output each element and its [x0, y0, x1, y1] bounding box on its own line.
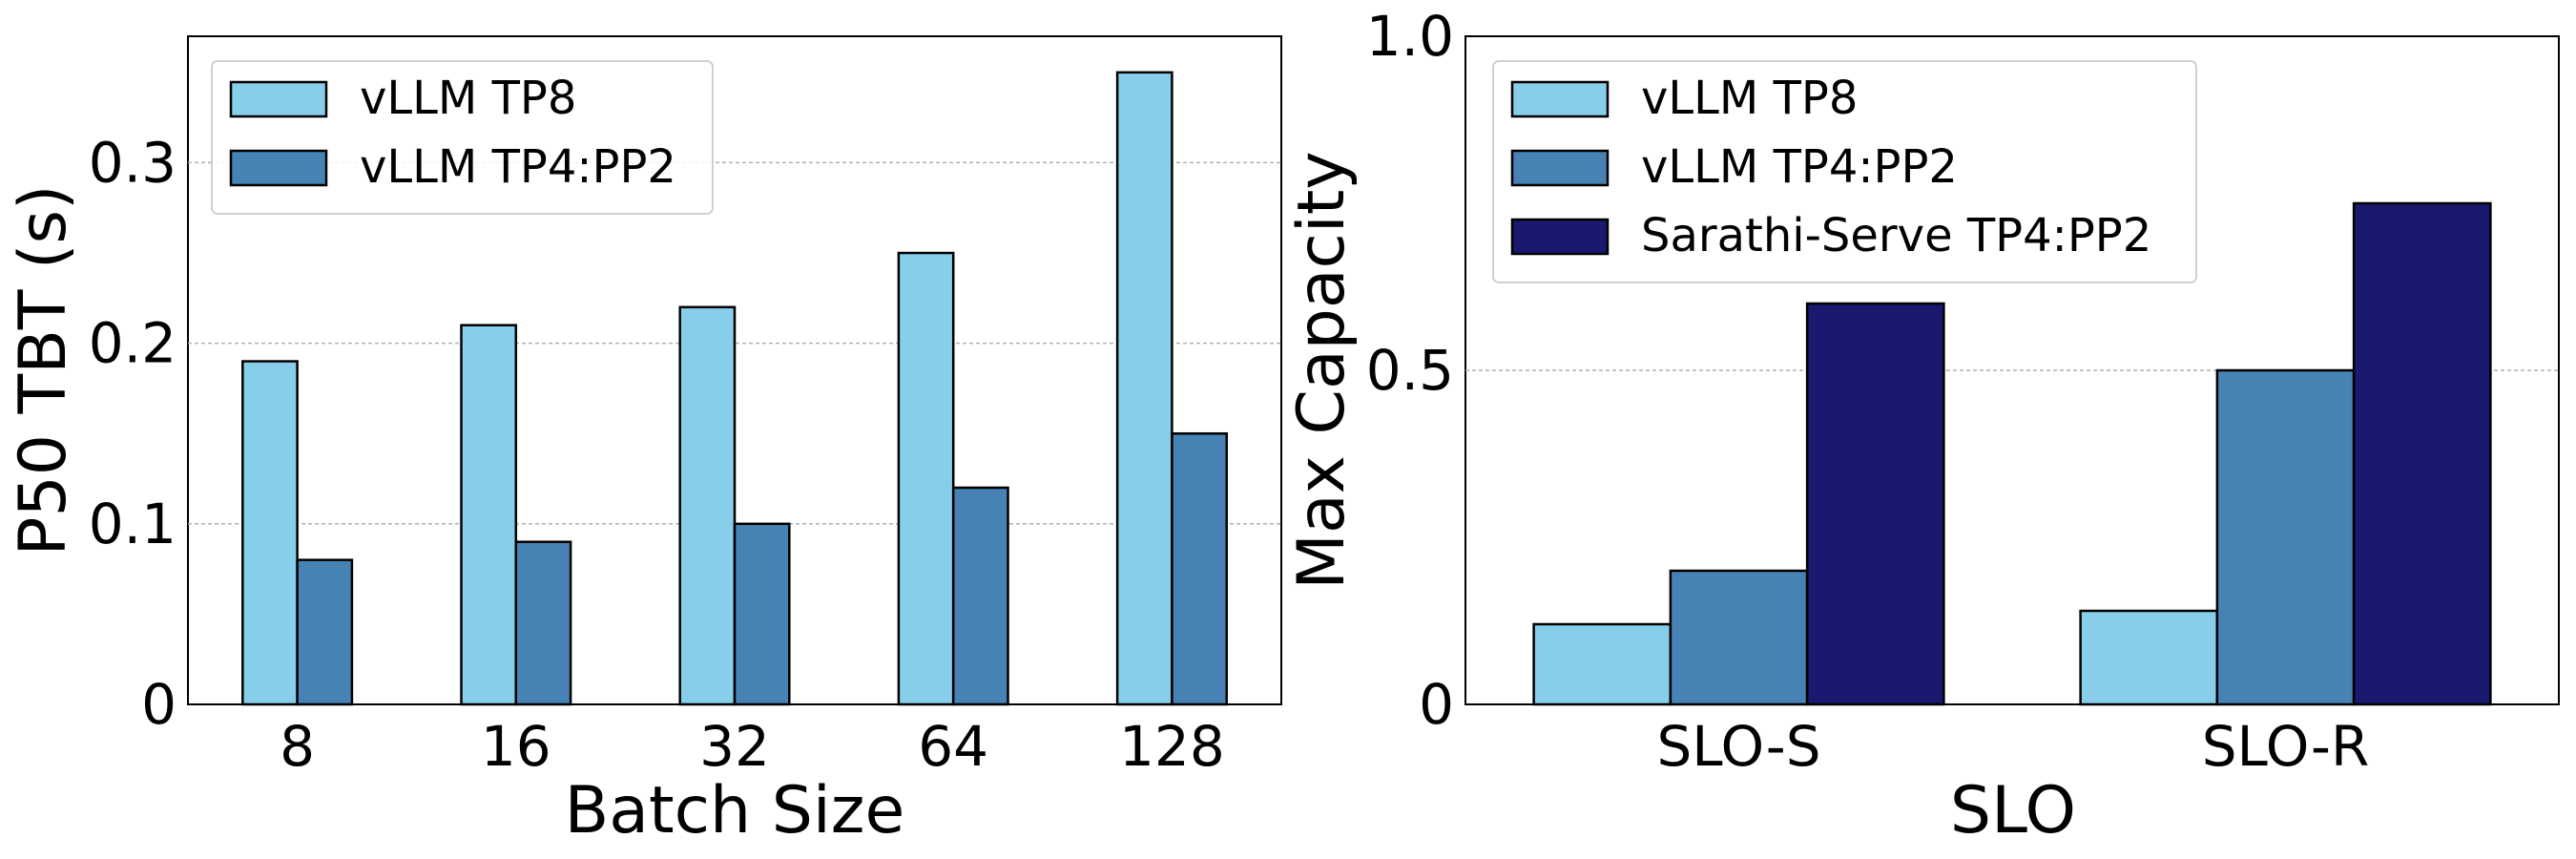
- legend-swatch: [1510, 149, 1610, 187]
- legend-label: vLLM TP4:PP2: [360, 140, 676, 194]
- bar: [678, 305, 737, 706]
- bars: [241, 71, 1228, 706]
- chart-max-capacity: 0 0.5 1.0 SLO-S SLO-R SLO Max Capacity vLLM…: [1284, 4, 2560, 849]
- bar: [296, 558, 354, 706]
- y-tick-label: 1.0: [1366, 4, 1454, 69]
- bar: [460, 324, 518, 706]
- x-tick-label: SLO-R: [2202, 714, 2370, 779]
- bar: [2215, 368, 2356, 706]
- y-tick-label: 0.1: [89, 492, 177, 556]
- bar: [733, 522, 791, 706]
- x-tick-labels: SLO-S SLO-R: [1656, 714, 2369, 779]
- x-tick-label: 32: [699, 714, 770, 779]
- bar: [514, 540, 572, 706]
- y-tick-labels: 0 0.1 0.2 0.3: [89, 130, 177, 737]
- legend-box: [211, 60, 714, 215]
- bar: [1171, 431, 1228, 706]
- legend: vLLM TP8 vLLM TP4:PP2: [211, 60, 714, 215]
- bar: [1532, 622, 1672, 706]
- y-tick-label: 0.5: [1366, 338, 1454, 403]
- legend-swatch: [1510, 218, 1610, 256]
- bar: [1115, 71, 1174, 706]
- y-axis-label: Max Capacity: [1284, 151, 1360, 589]
- x-tick-label: SLO-S: [1656, 714, 1820, 779]
- bars: [1532, 201, 2492, 706]
- x-tick-label: 8: [280, 714, 315, 779]
- bar: [1805, 302, 1945, 706]
- legend: vLLM TP8 vLLM TP4:PP2 Sarathi-Serve TP4:PP…: [1492, 60, 2197, 283]
- x-tick-label: 64: [918, 714, 988, 779]
- x-axis-label: Batch Size: [565, 773, 905, 849]
- x-tick-labels: 8 16 32 64 128: [280, 714, 1225, 779]
- y-tick-label: 0: [141, 672, 177, 737]
- y-tick-label: 0.3: [89, 130, 177, 195]
- bar: [241, 360, 299, 706]
- bar: [897, 251, 955, 706]
- legend-label: vLLM TP8: [1641, 72, 1858, 125]
- legend-label: Sarathi-Serve TP4:PP2: [1641, 209, 2151, 262]
- legend-label: vLLM TP4:PP2: [1641, 140, 1958, 194]
- legend-swatch: [229, 80, 328, 118]
- bar: [2079, 609, 2219, 706]
- y-tick-label: 0: [1419, 672, 1454, 737]
- y-axis-label: P50 TBT (s): [6, 185, 81, 556]
- x-tick-label: 128: [1119, 714, 1225, 779]
- legend-swatch: [229, 149, 328, 187]
- legend-swatch: [1510, 80, 1610, 118]
- legend-box: [1492, 60, 2197, 283]
- x-tick-label: 16: [481, 714, 551, 779]
- chart-p50-tbt: 0 0.1 0.2 0.3 8 16 32 64 128 Batch Size P50 TBT…: [6, 35, 1282, 849]
- bar: [1669, 569, 1809, 706]
- legend-label: vLLM TP8: [360, 72, 576, 125]
- x-axis-label: SLO: [1950, 773, 2076, 849]
- bar: [951, 486, 1009, 706]
- bar: [2352, 201, 2492, 706]
- y-tick-label: 0.2: [89, 311, 177, 376]
- y-tick-labels: 0 0.5 1.0: [1366, 4, 1454, 737]
